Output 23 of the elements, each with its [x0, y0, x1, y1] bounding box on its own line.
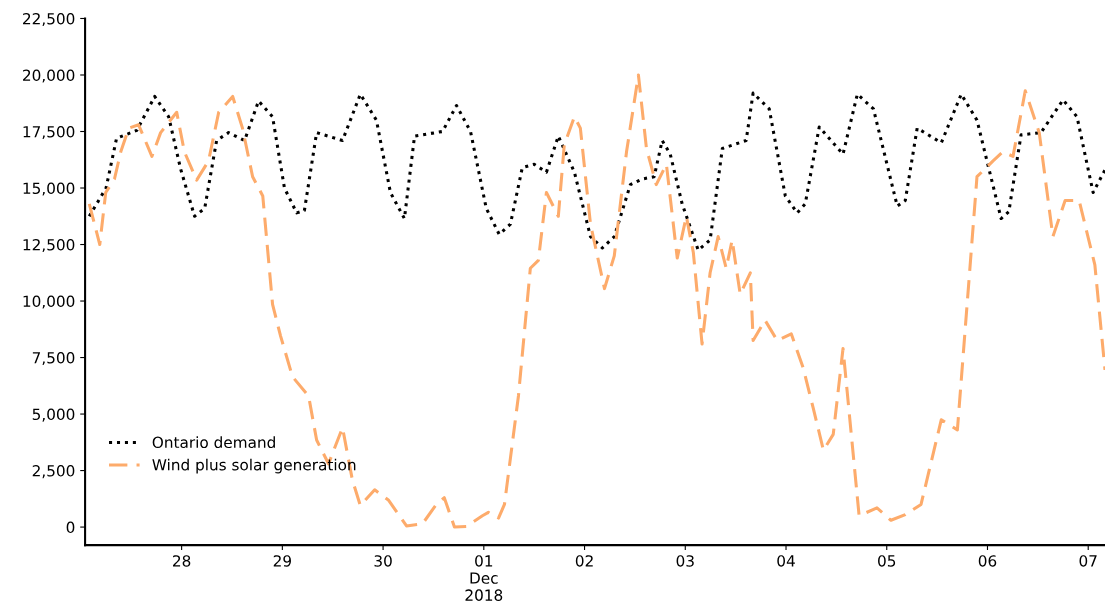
- y-tick-label: 15,000: [23, 182, 75, 196]
- y-tick-label: 12,500: [23, 238, 75, 253]
- x-tick-label: 07: [1079, 555, 1097, 567]
- y-tick-label: 2,500: [32, 465, 75, 479]
- legend-label: Ontario demand: [152, 436, 275, 449]
- line-series: [87, 73, 1105, 529]
- y-tick-label: 17,500: [23, 125, 75, 140]
- y-tick-label: 20,000: [23, 69, 75, 83]
- x-tick-label: 05: [878, 555, 896, 567]
- x-tick-label: 03: [676, 555, 694, 567]
- y-tick-label: 10,000: [23, 295, 75, 309]
- x-tick-label: 01 Dec 2018: [465, 555, 503, 601]
- x-tick-label: 28: [173, 555, 191, 567]
- y-tick-label: 0: [66, 521, 75, 534]
- y-tick-label: 7,500: [32, 352, 75, 366]
- x-tick-label: 04: [777, 555, 795, 567]
- x-tick-label: 30: [374, 555, 392, 567]
- y-tick-label: 22,500: [23, 12, 75, 27]
- x-tick-label: 29: [273, 555, 291, 567]
- y-tick-label: 5,000: [32, 408, 75, 422]
- x-tick-label: 02: [575, 555, 593, 567]
- x-tick-label: 06: [978, 555, 997, 567]
- line-series: [87, 91, 1105, 252]
